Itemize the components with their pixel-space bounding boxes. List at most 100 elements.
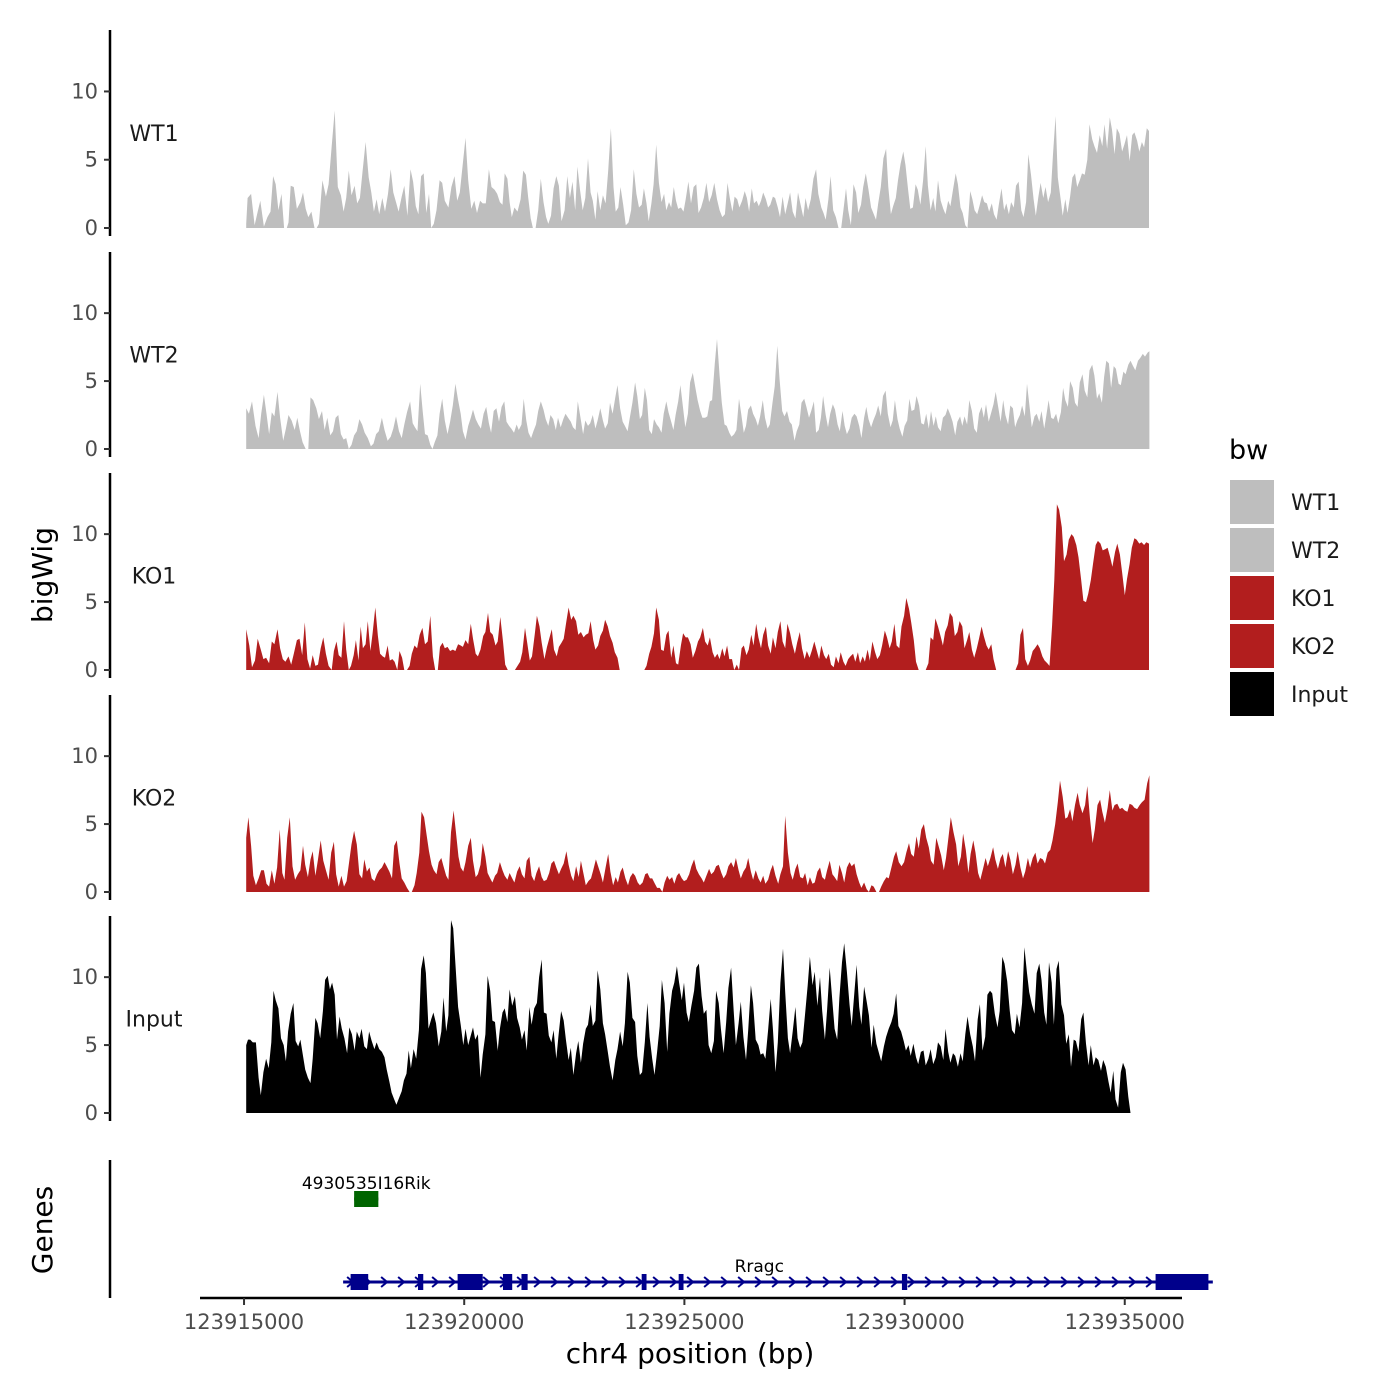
strand-arrow (1060, 1276, 1069, 1288)
x-tick-label-4: 123935000 (1065, 1310, 1185, 1334)
exon-rragc-9 (1155, 1274, 1209, 1290)
legend: WT1 WT2 KO1 KO2 Input (1230, 480, 1348, 716)
strand-arrow (618, 1276, 627, 1288)
strand-arrow (839, 1276, 848, 1288)
strand-arrow (924, 1276, 933, 1288)
strand-arrow (380, 1276, 389, 1288)
legend-label-ko1: KO1 (1291, 587, 1336, 612)
strand-arrow (1043, 1276, 1052, 1288)
strand-arrow (822, 1276, 831, 1288)
x-tick-label-2: 123925000 (624, 1310, 744, 1334)
area-ko1 (246, 504, 1149, 670)
y-tick-label-wt2-10: 10 (71, 301, 98, 325)
track-ko2: 0 5 10 KO2 (71, 695, 1150, 904)
strand-arrow (941, 1276, 950, 1288)
strand-arrow (856, 1276, 865, 1288)
y-tick-label-wt1-5: 5 (85, 148, 98, 172)
strand-arrow (907, 1276, 916, 1288)
genes-panel: 4930535I16Rik Rragc (108, 1160, 1213, 1298)
strand-arrow (1009, 1276, 1018, 1288)
exon-rragc-4 (502, 1274, 513, 1290)
legend-key-input (1230, 672, 1274, 716)
track-input: 0 5 10 Input (71, 916, 1131, 1125)
strand-arrow (805, 1276, 814, 1288)
legend-key-wt1 (1230, 480, 1274, 524)
strand-arrow (669, 1276, 678, 1288)
strand-arrow (890, 1276, 899, 1288)
area-input (246, 920, 1131, 1113)
y-tick-label-ko2-10: 10 (71, 744, 98, 768)
strand-arrow (958, 1276, 967, 1288)
strand-arrow (788, 1276, 797, 1288)
strand-arrow (686, 1276, 695, 1288)
track-wt2: 0 5 10 WT2 (71, 252, 1150, 461)
y-tick-label-input-10: 10 (71, 965, 98, 989)
y-tick-label-ko1-0: 0 (85, 658, 98, 682)
y-tick-label-ko2-5: 5 (85, 812, 98, 836)
exon-rragc-8 (901, 1274, 908, 1290)
legend-label-input: Input (1291, 683, 1348, 708)
strand-arrow (533, 1276, 542, 1288)
exon-rragc-2 (417, 1274, 424, 1290)
legend-label-ko2: KO2 (1291, 635, 1336, 660)
strand-arrow (737, 1276, 746, 1288)
genes-axis-title: Genes (26, 1186, 59, 1274)
strand-arrow (652, 1276, 661, 1288)
tracks-layer: 0 5 10 WT1 0 5 10 WT2 0 5 10 KO1 0 5 10 KO2 0 5 10 Input (71, 30, 1150, 1125)
exon-rragc-3 (457, 1274, 483, 1290)
strand-arrow (1145, 1276, 1154, 1288)
exon-4930535i16rik-1 (354, 1191, 379, 1207)
x-axis-title: chr4 position (bp) (566, 1337, 815, 1370)
y-tick-label-wt1-10: 10 (71, 79, 98, 103)
y-tick-label-wt2-5: 5 (85, 369, 98, 393)
gene-label-rragc: Rragc (735, 1257, 784, 1277)
strand-arrow (771, 1276, 780, 1288)
strand-arrow (873, 1276, 882, 1288)
strand-arrow (1128, 1276, 1137, 1288)
strand-arrow (1094, 1276, 1103, 1288)
exon-rragc-7 (678, 1274, 684, 1290)
legend-key-ko1 (1230, 576, 1274, 620)
exon-rragc-1 (350, 1274, 369, 1290)
strand-arrow (720, 1276, 729, 1288)
area-wt2 (246, 339, 1150, 449)
track-ko1: 0 5 10 KO1 (71, 473, 1149, 682)
strand-arrow (992, 1276, 1001, 1288)
track-label-ko2: KO2 (132, 786, 177, 811)
strand-arrow (584, 1276, 593, 1288)
area-ko2 (246, 775, 1150, 892)
area-wt1 (246, 110, 1149, 228)
strand-arrow (1026, 1276, 1035, 1288)
track-label-wt2: WT2 (129, 343, 178, 368)
track-label-ko1: KO1 (132, 564, 177, 589)
track-wt1: 0 5 10 WT1 (71, 30, 1149, 240)
strand-arrow (550, 1276, 559, 1288)
legend-label-wt1: WT1 (1291, 491, 1340, 516)
gene-rragc: Rragc (343, 1257, 1213, 1290)
strand-arrow (601, 1276, 610, 1288)
gene-4930535i16rik: 4930535I16Rik (302, 1174, 431, 1207)
legend-key-ko2 (1230, 624, 1274, 668)
y-axis-title: bigWig (26, 527, 59, 623)
strand-arrow (975, 1276, 984, 1288)
x-tick-label-0: 123915000 (184, 1310, 304, 1334)
x-axis: 123915000 123920000 123925000 123930000 1239… (184, 1296, 1185, 1334)
legend-title: bw (1229, 435, 1268, 466)
legend-key-wt2 (1230, 528, 1274, 572)
strand-arrow (703, 1276, 712, 1288)
strand-arrow (567, 1276, 576, 1288)
y-tick-label-ko2-0: 0 (85, 880, 98, 904)
exon-rragc-5 (521, 1274, 528, 1290)
strand-arrow (431, 1276, 440, 1288)
y-tick-label-input-5: 5 (85, 1033, 98, 1057)
track-label-wt1: WT1 (129, 122, 178, 147)
y-tick-label-wt2-0: 0 (85, 437, 98, 461)
y-tick-label-ko1-10: 10 (71, 522, 98, 546)
strand-arrow (1077, 1276, 1086, 1288)
strand-arrow (482, 1276, 491, 1288)
y-tick-label-ko1-5: 5 (85, 590, 98, 614)
legend-label-wt2: WT2 (1291, 539, 1340, 564)
gene-label-4930535i16rik: 4930535I16Rik (302, 1174, 431, 1194)
